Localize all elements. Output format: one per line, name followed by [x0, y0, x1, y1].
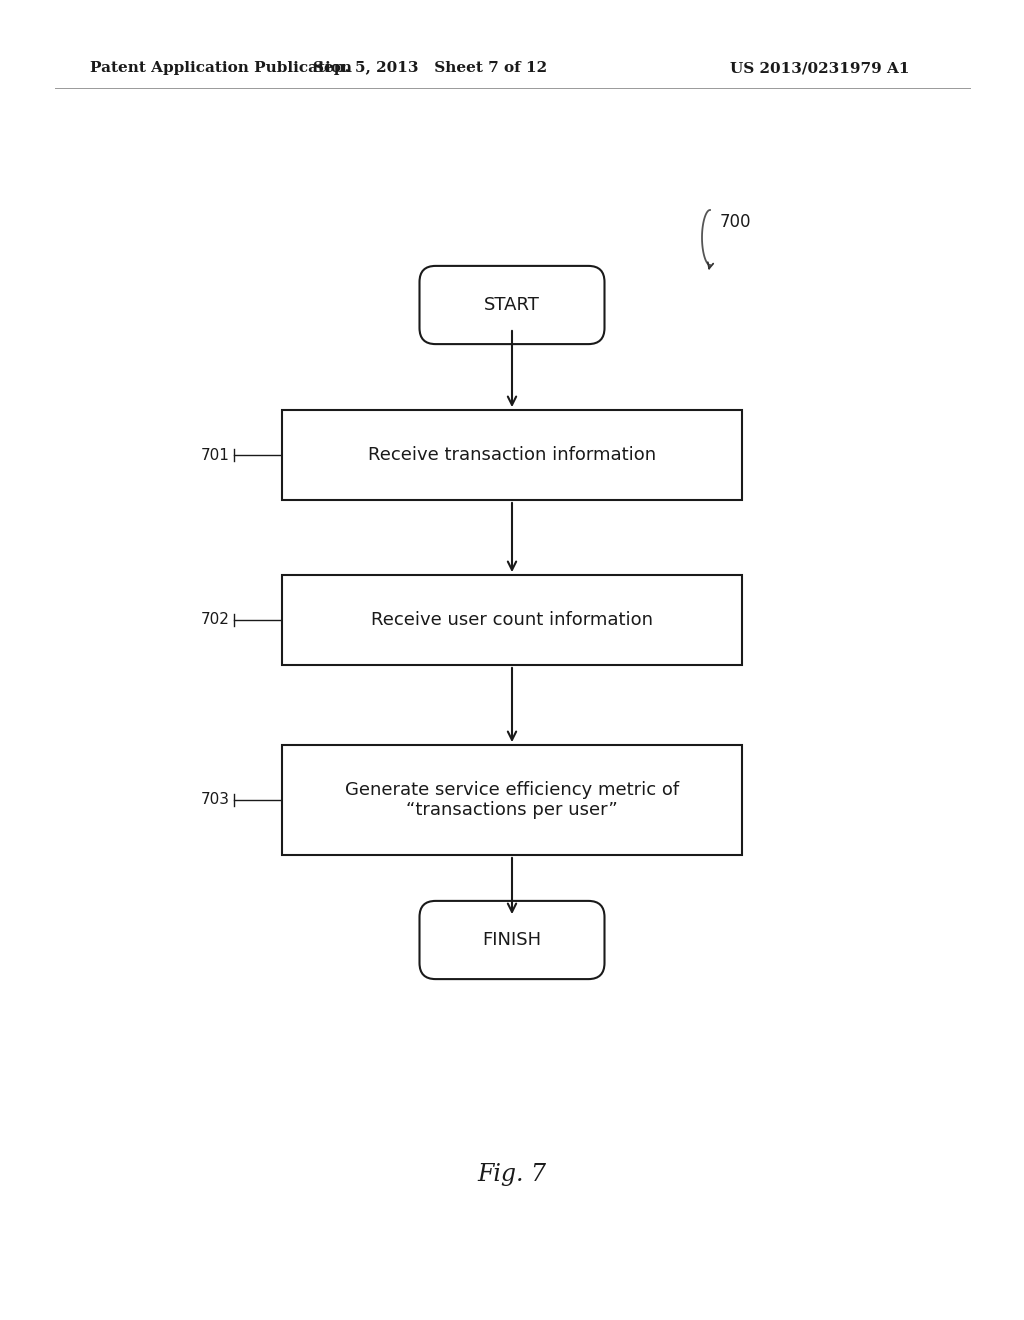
Text: Fig. 7: Fig. 7: [477, 1163, 547, 1187]
Text: Sep. 5, 2013   Sheet 7 of 12: Sep. 5, 2013 Sheet 7 of 12: [313, 61, 547, 75]
Text: Generate service efficiency metric of
“transactions per user”: Generate service efficiency metric of “t…: [345, 780, 679, 820]
Text: START: START: [484, 296, 540, 314]
Text: Receive user count information: Receive user count information: [371, 611, 653, 630]
Text: 700: 700: [720, 213, 752, 231]
Bar: [282, 576, 742, 665]
Text: Patent Application Publication: Patent Application Publication: [90, 61, 352, 75]
Text: 701: 701: [201, 447, 230, 462]
Text: US 2013/0231979 A1: US 2013/0231979 A1: [730, 61, 909, 75]
Text: 702: 702: [201, 612, 230, 627]
Text: FINISH: FINISH: [482, 931, 542, 949]
FancyBboxPatch shape: [420, 900, 604, 979]
Text: 703: 703: [201, 792, 230, 808]
Bar: [282, 744, 742, 855]
FancyBboxPatch shape: [420, 265, 604, 345]
Text: Receive transaction information: Receive transaction information: [368, 446, 656, 465]
Bar: [282, 411, 742, 500]
